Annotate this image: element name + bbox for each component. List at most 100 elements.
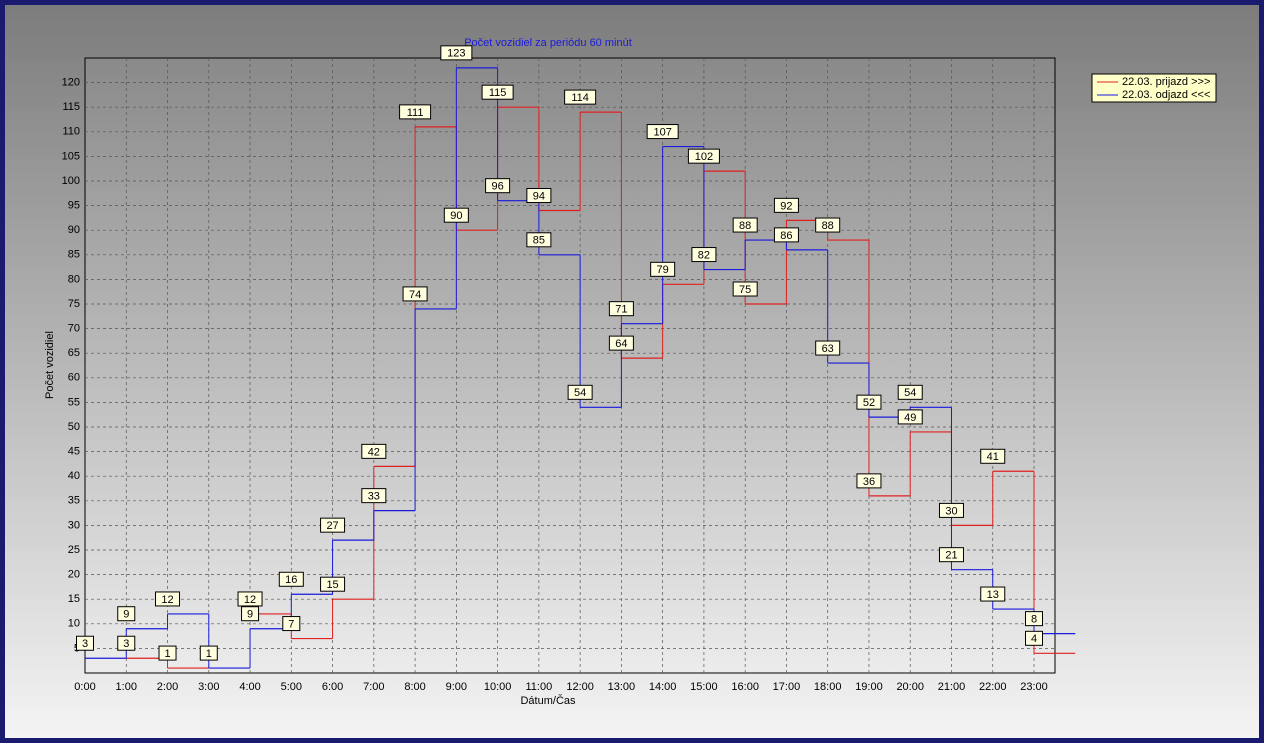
y-tick-label: 110 [62, 126, 80, 138]
value-label: 21 [945, 550, 957, 562]
x-tick-label: 17:00 [773, 681, 801, 693]
value-label-box [646, 124, 679, 140]
value-label: 52 [863, 397, 875, 409]
y-axis-label: Počet vozidiel [44, 331, 56, 399]
value-label-box [1025, 630, 1043, 646]
value-label: 88 [739, 220, 751, 232]
legend-label: 22.03. prijazd >>> [1122, 76, 1210, 88]
value-label: 75 [739, 284, 751, 296]
y-tick-label: 30 [68, 519, 80, 531]
y-tick-label: 80 [68, 273, 80, 285]
value-label-box [440, 45, 473, 61]
y-tick-label: 10 [68, 618, 80, 630]
value-label: 114 [571, 92, 589, 104]
value-label-box [278, 571, 304, 587]
value-label-box [361, 488, 387, 504]
value-label: 63 [822, 343, 834, 355]
y-tick-label: 115 [62, 101, 80, 113]
x-tick-label: 9:00 [446, 681, 467, 693]
value-label-box [980, 448, 1006, 464]
value-label-box [241, 606, 260, 622]
x-tick-label: 6:00 [322, 681, 343, 693]
value-label: 27 [326, 520, 338, 532]
value-label-box [938, 547, 964, 563]
x-tick-label: 4:00 [239, 681, 260, 693]
value-label: 107 [653, 126, 671, 138]
value-label-box [526, 188, 552, 204]
value-label-box [608, 335, 634, 351]
value-label-box [856, 473, 882, 489]
value-label: 12 [161, 594, 173, 606]
x-tick-label: 3:00 [198, 681, 219, 693]
value-label-box [320, 517, 346, 533]
value-label: 9 [123, 609, 129, 621]
value-label: 102 [695, 151, 713, 163]
value-label-box [526, 232, 552, 248]
x-tick-label: 21:00 [938, 681, 966, 693]
value-label: 123 [447, 48, 465, 60]
value-label-box [815, 340, 841, 356]
value-label: 36 [863, 476, 875, 488]
value-label-box [650, 261, 676, 277]
x-tick-label: 8:00 [404, 681, 425, 693]
legend [1091, 73, 1217, 103]
value-label: 16 [285, 574, 297, 586]
value-label-box [158, 645, 177, 661]
y-tick-label: 120 [62, 77, 80, 89]
value-label-box [608, 301, 634, 317]
value-label: 41 [987, 451, 999, 463]
value-label-box [117, 606, 136, 622]
value-label: 13 [987, 589, 999, 601]
x-tick-label: 7:00 [363, 681, 384, 693]
x-tick-label: 1:00 [116, 681, 137, 693]
value-label: 3 [82, 638, 88, 650]
y-tick-label: 90 [68, 224, 80, 236]
value-label: 7 [288, 618, 294, 630]
plot-area [84, 57, 1056, 674]
value-label: 33 [368, 491, 380, 503]
x-tick-label: 5:00 [281, 681, 302, 693]
value-label-box [732, 217, 758, 233]
value-label-box [117, 635, 136, 651]
value-label: 42 [368, 446, 380, 458]
value-label-box [732, 281, 758, 297]
value-label: 4 [1031, 633, 1037, 645]
value-label: 71 [615, 304, 627, 316]
y-tick-label: 95 [68, 200, 80, 212]
value-label: 30 [945, 505, 957, 517]
value-label: 92 [780, 200, 792, 212]
value-label: 115 [489, 87, 507, 99]
y-tick-label: 45 [68, 446, 80, 458]
value-label-box [687, 148, 720, 164]
value-label-box [897, 409, 923, 425]
x-tick-label: 15:00 [690, 681, 718, 693]
y-tick-label: 50 [68, 421, 80, 433]
value-label: 86 [780, 230, 792, 242]
value-label-box [282, 616, 301, 632]
x-tick-label: 22:00 [979, 681, 1007, 693]
value-label: 1 [164, 648, 170, 660]
value-label: 74 [409, 289, 421, 301]
y-tick-label: 100 [62, 175, 80, 187]
value-label: 12 [244, 594, 256, 606]
x-tick-label: 11:00 [526, 681, 553, 693]
y-tick-label: 70 [68, 323, 80, 335]
x-axis-label: Dátum/Čas [520, 694, 576, 707]
value-label: 111 [407, 107, 424, 119]
value-label-box [815, 217, 841, 233]
value-label: 9 [247, 609, 253, 621]
y-tick-label: 60 [68, 372, 80, 384]
value-label-box [856, 394, 882, 410]
value-label-box [361, 443, 387, 459]
y-tick-label: 15 [68, 593, 80, 605]
value-label: 79 [657, 264, 669, 276]
x-tick-label: 12:00 [566, 681, 594, 693]
value-label: 15 [326, 579, 338, 591]
value-label-box [402, 286, 428, 302]
y-tick-label: 105 [62, 150, 80, 162]
y-tick-label: 25 [68, 544, 80, 556]
y-tick-label: 35 [68, 495, 80, 507]
value-label: 1 [206, 648, 212, 660]
legend-label: 22.03. odjazd <<< [1122, 89, 1210, 101]
